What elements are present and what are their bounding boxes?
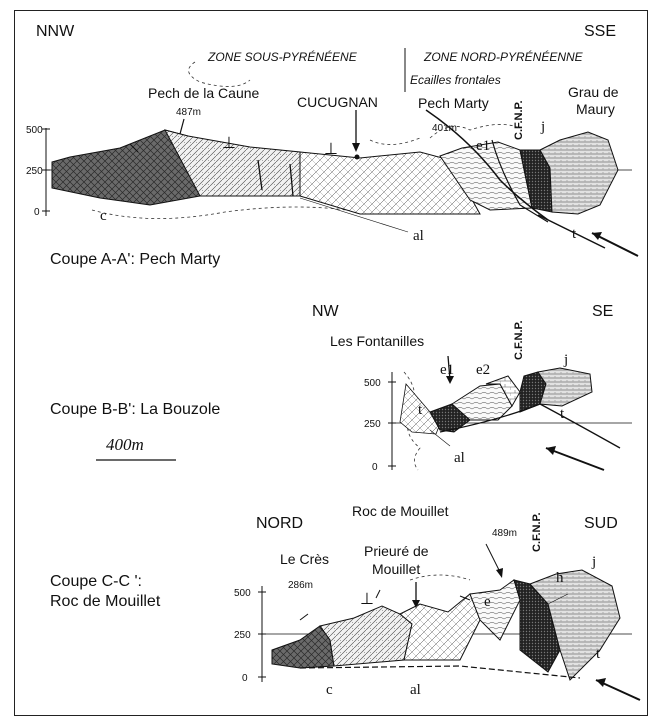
- section-c-c: NORD SUD Roc de Mouillet 489m C.F.N.P. L…: [50, 503, 640, 700]
- peak-pech-de-la-caune: Pech de la Caune: [148, 85, 260, 101]
- thrust-arrow-bb: [546, 448, 604, 470]
- unit-h-label-cc: h: [556, 570, 564, 586]
- axis-tick-0-cc: 0: [242, 673, 248, 684]
- unit-t2-label-bb: t: [560, 406, 565, 422]
- unit-j-shape: [540, 132, 618, 214]
- direction-nord: NORD: [256, 515, 303, 532]
- unit-c-label: c: [100, 208, 107, 224]
- svg-text:⊥: ⊥: [324, 141, 338, 158]
- axis-tick-500: 500: [26, 125, 43, 136]
- direction-sud: SUD: [584, 515, 618, 532]
- zone-nord-pyreneenne-label: ZONE NORD-PYRÉNÉENNE: [423, 49, 584, 64]
- unit-c-label-cc: c: [326, 682, 333, 698]
- unit-j-label-bb: j: [563, 352, 568, 368]
- caption-c-c-line1: Coupe C-C ':: [50, 573, 142, 590]
- village-cucugnan: CUCUGNAN: [297, 94, 378, 110]
- axis-tick-250-bb: 250: [364, 419, 381, 430]
- peak-pech-marty: Pech Marty: [418, 95, 489, 111]
- le-cres-altitude: 286m: [288, 580, 313, 591]
- direction-nnw: NNW: [36, 23, 75, 40]
- unit-al-label-cc: al: [410, 682, 421, 698]
- zone-sous-pyreneenne-label: ZONE SOUS-PYRÉNÉENE: [207, 49, 358, 64]
- section-a-a: NNW SSE ZONE SOUS-PYRÉNÉENE ZONE NORD-PY…: [26, 23, 638, 268]
- unit-j-shape-bb: [538, 368, 592, 406]
- cfnp-label-cc: C.F.N.P.: [531, 512, 543, 552]
- direction-nw: NW: [312, 303, 340, 320]
- ecailles-frontales-label: Ecailles frontales: [410, 73, 501, 87]
- cfnp-label: C.F.N.P.: [513, 100, 525, 140]
- prieure-line1: Prieuré de: [364, 543, 429, 559]
- unit-al-label-bb: al: [454, 450, 465, 466]
- axis-tick-250-cc: 250: [234, 630, 251, 641]
- caption-a-a: Coupe A-A': Pech Marty: [50, 251, 220, 268]
- axis-tick-250: 250: [26, 166, 43, 177]
- axis-tick-500-bb: 500: [364, 378, 381, 389]
- grau-de-maury-line2: Maury: [576, 101, 615, 117]
- le-cres-label: Le Crès: [280, 551, 329, 567]
- unit-diagonal-cc: [320, 606, 412, 666]
- peak-pech-de-la-caune-altitude: 487m: [176, 107, 201, 118]
- grau-de-maury-line1: Grau de: [568, 84, 619, 100]
- unit-crosshatch-cc: [400, 594, 480, 660]
- unit-e1-label-bb: e1: [440, 362, 454, 378]
- peak-pech-marty-altitude: 401m: [432, 123, 457, 134]
- unit-e1-label: e1: [476, 138, 490, 154]
- axis-tick-500-cc: 500: [234, 588, 251, 599]
- axis-tick-0: 0: [34, 207, 40, 218]
- peak-roc-de-mouillet: Roc de Mouillet: [352, 503, 449, 519]
- unit-e2-label-bb: e2: [476, 362, 490, 378]
- direction-sse: SSE: [584, 23, 616, 40]
- cfnp-label-bb: C.F.N.P.: [513, 320, 525, 360]
- unit-al-label: al: [413, 228, 424, 244]
- unit-e-label-cc: e: [484, 594, 491, 610]
- unit-e-shape-cc: [470, 580, 520, 640]
- prieure-line2: Mouillet: [372, 561, 420, 577]
- caption-c-c-line2: Roc de Mouillet: [50, 593, 161, 610]
- svg-text:⊥: ⊥: [222, 135, 236, 152]
- unit-j-label-cc: j: [591, 554, 596, 570]
- peak-roc-de-mouillet-altitude: 489m: [492, 528, 517, 539]
- unit-j-label: j: [540, 119, 545, 135]
- svg-text:⊥: ⊥: [360, 591, 374, 608]
- direction-se: SE: [592, 303, 613, 320]
- scale-label: 400m: [106, 435, 144, 454]
- place-les-fontanilles: Les Fontanilles: [330, 333, 424, 349]
- caption-b-b: Coupe B-B': La Bouzole: [50, 401, 220, 418]
- section-b-b: NW SE Les Fontanilles C.F.N.P. e1 e2 j 5…: [50, 303, 632, 473]
- axis-tick-0-bb: 0: [372, 462, 378, 473]
